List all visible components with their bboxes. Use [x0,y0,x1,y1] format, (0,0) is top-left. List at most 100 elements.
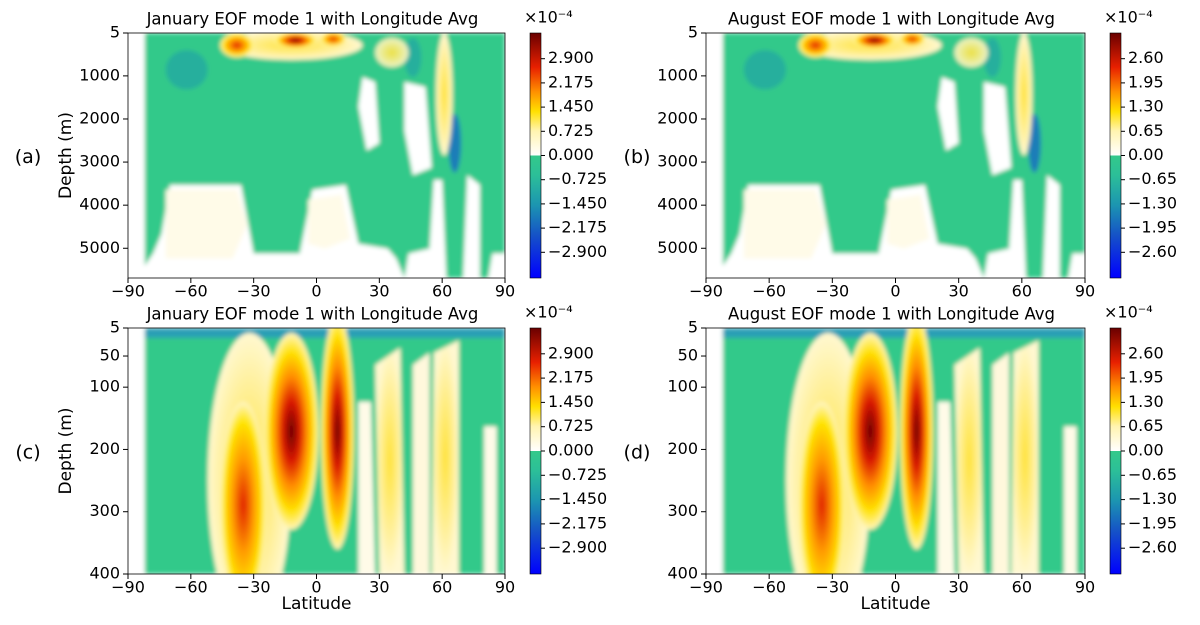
colorbar [529,327,542,575]
panel: −90 −60 −30 0 30 60 90 5 1000 2000 3000 4000 5000 Jan… [15,8,607,301]
x-tick-label: −60 [174,578,208,597]
colorbar-tick-label: 0.725 [548,416,594,435]
panel-label: (c) [15,442,40,464]
y-tick-label: 300 [667,501,698,520]
colorbar-tick-label: 0.65 [1128,121,1164,140]
colorbar-tick-label: 0.00 [1128,145,1164,164]
chart-title: August EOF mode 1 with Longitude Avg [728,10,1055,29]
x-tick-label: 0 [311,578,321,597]
y-tick-label: 5 [110,318,120,337]
x-axis-label: Latitude [282,594,352,614]
colorbar-tick-label: 1.450 [548,392,594,411]
region [887,194,930,249]
x-tick-label: −60 [174,282,208,301]
region [743,189,827,259]
colorbar-tick-label: 2.175 [548,368,594,387]
colorbar-multiplier: ×10⁻⁴ [1104,8,1153,27]
region [448,113,462,173]
colorbar-tick-label: 1.95 [1128,368,1164,387]
x-tick-label: 90 [495,282,515,301]
colorbar [1109,32,1122,279]
region [274,33,317,49]
colorbar [1109,327,1122,575]
panel-label: (d) [624,442,651,464]
x-tick-label: 30 [369,578,389,597]
region [358,77,380,151]
x-tick-label: −30 [237,578,271,597]
x-tick-label: −90 [111,282,145,301]
x-tick-label: 0 [890,282,900,301]
contour-fill [706,328,1085,574]
region [165,50,208,90]
colorbar [529,32,542,279]
y-tick-label: 100 [667,377,698,396]
region [404,82,432,176]
region [899,33,925,47]
contour-field [128,33,505,278]
colorbar-tick-label: −2.900 [548,538,607,557]
y-tick-label: 400 [89,564,120,583]
x-tick-label: −90 [111,578,145,597]
y-tick-label: 4000 [657,195,698,214]
region [798,33,833,58]
colorbar-multiplier: ×10⁻⁴ [524,303,573,322]
contour-field [706,33,1085,278]
colorbar-tick-label: −2.60 [1128,538,1177,557]
y-tick-label: 5 [110,23,120,42]
region [842,332,898,530]
x-tick-label: 90 [1075,282,1095,301]
x-tick-label: 60 [1012,282,1032,301]
y-tick-label: 2000 [79,108,120,127]
region [954,37,989,68]
colorbar-tick-label: −1.30 [1128,489,1177,508]
region [165,189,248,259]
region [431,340,459,574]
region [983,82,1012,176]
region [320,328,355,550]
region [937,401,955,574]
colorbar-multiplier: ×10⁻⁴ [524,8,573,27]
colorbar-tick-label: −2.900 [548,242,607,261]
region [144,328,505,338]
y-tick-label: 5 [688,318,698,337]
region [484,426,497,574]
colorbar-tick-label: −0.65 [1128,169,1177,188]
region [264,332,319,530]
x-tick-label: 30 [948,282,968,301]
contour-field [706,328,1085,574]
colorbar-tick-label: 0.000 [548,145,594,164]
x-tick-label: −30 [815,578,849,597]
colorbar-tick-label: 2.900 [548,48,594,67]
region [1011,340,1039,574]
x-tick-label: −30 [237,282,271,301]
colorbar-tick-label: 2.900 [548,343,594,362]
x-tick-label: 90 [495,578,515,597]
x-tick-label: 60 [432,282,452,301]
y-tick-label: 400 [667,564,698,583]
colorbar-tick-label: 0.65 [1128,416,1164,435]
colorbar-tick-label: −1.30 [1128,193,1177,212]
y-tick-label: 200 [667,439,698,458]
x-tick-label: −90 [689,282,723,301]
region [220,33,254,58]
colorbar-tick-label: 1.30 [1128,392,1164,411]
region [404,37,422,78]
colorbar-tick-label: 2.175 [548,72,594,91]
colorbar-tick-label: −0.65 [1128,465,1177,484]
x-tick-label: −30 [815,282,849,301]
y-tick-label: 2000 [657,108,698,127]
colorbar-tick-label: −2.175 [548,218,607,237]
colorbar-tick-label: −1.95 [1128,513,1177,532]
x-tick-label: 30 [948,578,968,597]
region [899,328,934,550]
y-tick-label: 50 [678,346,698,365]
colorbar-multiplier: ×10⁻⁴ [1104,303,1153,322]
contour-fill [706,33,1085,278]
x-axis-label: Latitude [861,594,931,614]
colorbar-tick-label: 0.725 [548,121,594,140]
y-axis-label: Depth (m) [56,112,76,199]
panel-label: (b) [624,146,651,168]
y-tick-label: 200 [89,439,120,458]
